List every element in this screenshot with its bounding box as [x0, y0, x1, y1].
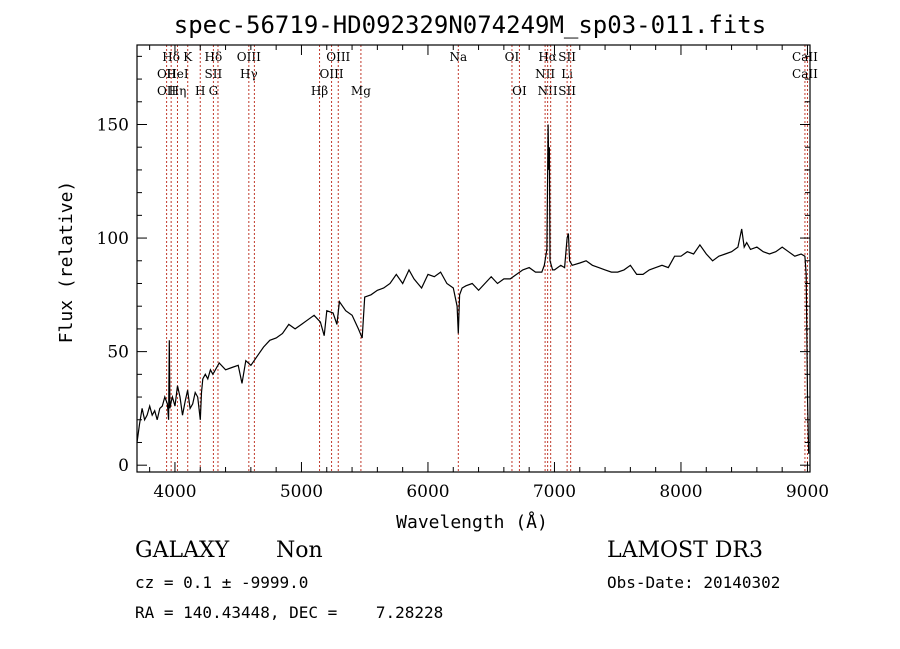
spectral-line-label: Mg: [351, 84, 371, 98]
spectral-line-label: Hγ: [240, 67, 258, 81]
redshift-readout: cz = 0.1 ± -9999.0: [135, 573, 309, 592]
spectral-line-label: K: [183, 50, 193, 64]
x-tick-label: 9000: [786, 482, 829, 502]
y-tick-label: 0: [118, 456, 129, 476]
x-tick-label: 7000: [533, 482, 576, 502]
spectral-line-label: OI: [512, 84, 527, 98]
object-subclass: Non: [276, 538, 323, 563]
chart-title: spec-56719-HD092329N074249M_sp03-011.fit…: [174, 11, 766, 39]
spectral-line-label: OIII: [320, 67, 344, 81]
spectrum-series-line: [136, 124, 810, 454]
spectral-line-label: Na: [449, 50, 467, 64]
plot-frame: [136, 44, 811, 473]
y-tick-label: 50: [107, 343, 129, 363]
coordinates-readout: RA = 140.43448, DEC = 7.28228: [135, 603, 444, 622]
x-axis-label: Wavelength (Å): [396, 511, 548, 533]
spectral-line-label: Hα: [538, 50, 557, 64]
spectral-line-label: Hδ: [205, 50, 223, 64]
spectral-line-label: Li: [561, 67, 573, 81]
x-tick-label: 8000: [659, 482, 702, 502]
spectral-line-label: NII: [538, 84, 558, 98]
spectral-line-label: HeI: [166, 67, 189, 81]
spectral-line-label: CaII: [792, 50, 818, 64]
survey-label: LAMOST DR3: [607, 538, 763, 563]
spectral-line-label: Hη: [169, 84, 187, 98]
spectral-line-label: H: [195, 84, 205, 98]
x-tick-label: 6000: [406, 482, 449, 502]
x-tick-label: 4000: [153, 482, 196, 502]
spectral-line-label: SII: [558, 50, 576, 64]
spectral-line-label: SII: [558, 84, 576, 98]
observation-date: Obs-Date: 20140302: [607, 573, 781, 592]
spectral-line-label: OIII: [326, 50, 350, 64]
spectral-line-label: OI: [505, 50, 520, 64]
object-class: GALAXY: [135, 538, 230, 563]
axis-ticks-layer: 4000 5000 6000 7000 8000 9000 0 50 100 150: [97, 45, 829, 502]
emission-lines-layer: OIIOIIHδHeIHηKHHδSIIGOIIIHγHβOIIIOIIIMgN…: [157, 45, 818, 472]
y-axis-label: Flux (relative): [56, 181, 77, 344]
spectral-line-label: SII: [205, 67, 223, 81]
spectral-line-label: G: [209, 84, 219, 98]
y-tick-label: 150: [97, 115, 129, 135]
y-tick-label: 100: [97, 229, 129, 249]
x-tick-label: 5000: [280, 482, 323, 502]
spectral-line-label: OIII: [237, 50, 261, 64]
spectral-line-label: CaII: [792, 67, 818, 81]
spectral-line-label: NII: [535, 67, 555, 81]
spectral-line-label: Hδ: [162, 50, 180, 64]
spectral-line-label: Hβ: [311, 84, 328, 98]
